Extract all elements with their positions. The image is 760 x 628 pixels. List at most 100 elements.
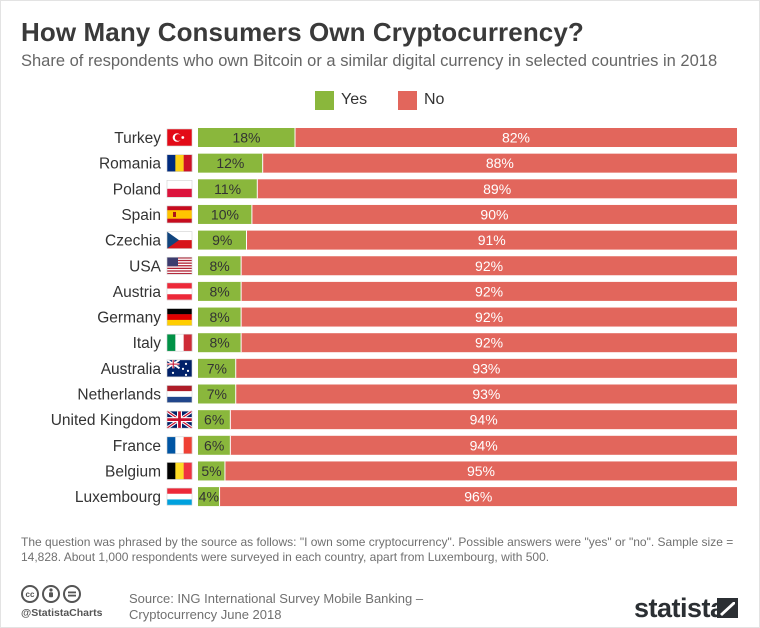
bar-yes-australia — [198, 358, 236, 378]
value-label-yes-france: 6% — [204, 437, 224, 453]
bar-yes-poland — [198, 179, 258, 199]
bar-yes-romania — [198, 153, 263, 173]
bar-no-france — [230, 435, 737, 455]
no-derivatives-icon — [63, 585, 81, 603]
legend-item-yes: Yes — [315, 89, 367, 111]
value-label-no-germany: 92% — [475, 309, 503, 325]
bar-yes-turkey — [198, 128, 296, 147]
bar-yes-usa — [198, 256, 242, 276]
flag-austria-icon — [166, 282, 193, 301]
statista-logo-icon — [717, 598, 738, 618]
category-label-austria: Austria — [113, 284, 162, 301]
value-label-yes-spain: 10% — [211, 206, 239, 222]
chart-subtitle: Share of respondents who own Bitcoin or … — [21, 52, 718, 70]
bar-no-united-kingdom — [230, 410, 737, 430]
footnote: The question was phrased by the source a… — [21, 535, 734, 564]
value-label-yes-italy: 8% — [209, 335, 229, 351]
flag-germany-icon — [166, 308, 193, 326]
chart-title: How Many Consumers Own Cryptocurrency? — [21, 17, 584, 47]
social-handle: @StatistaCharts — [21, 607, 103, 619]
bar-no-turkey — [295, 128, 737, 147]
value-label-no-turkey: 82% — [502, 130, 530, 146]
value-label-no-spain: 90% — [480, 206, 508, 222]
flag-usa-icon — [166, 256, 193, 275]
legend: Yes No — [0, 89, 760, 111]
category-label-australia: Australia — [101, 361, 162, 378]
source-text: Source: ING International Survey Mobile … — [129, 591, 424, 622]
attribution-icon — [42, 585, 60, 603]
category-label-belgium: Belgium — [105, 463, 161, 480]
flag-united-kingdom-icon — [166, 409, 193, 430]
value-label-no-united-kingdom: 94% — [470, 412, 498, 428]
flag-australia-icon — [166, 359, 193, 378]
value-label-yes-belgium: 5% — [201, 463, 221, 479]
license-icons: cc — [21, 585, 81, 603]
flag-turkey-icon — [166, 128, 193, 147]
value-label-no-czechia: 91% — [478, 232, 506, 248]
value-label-yes-austria: 8% — [209, 283, 229, 299]
bar-no-romania — [262, 153, 737, 173]
legend-label-yes: Yes — [341, 91, 368, 108]
flag-czechia-icon — [166, 231, 193, 249]
cc-icon: cc — [21, 585, 39, 603]
category-label-netherlands: Netherlands — [77, 387, 161, 404]
bar-yes-czechia — [198, 230, 247, 250]
bar-yes-italy — [198, 333, 242, 353]
category-label-luxembourg: Luxembourg — [75, 489, 161, 506]
category-label-usa: USA — [129, 258, 162, 275]
bar-yes-luxembourg — [198, 487, 220, 507]
value-label-yes-luxembourg: 4% — [199, 489, 219, 505]
bar-yes-united-kingdom — [198, 410, 231, 430]
flag-italy-icon — [166, 333, 193, 352]
flag-poland-icon — [166, 180, 193, 198]
category-label-germany: Germany — [97, 310, 161, 327]
category-label-france: France — [113, 438, 161, 455]
brand-logo-text: statista — [634, 593, 725, 623]
value-label-yes-united-kingdom: 6% — [204, 412, 224, 428]
bar-no-germany — [241, 307, 737, 327]
bar-no-italy — [241, 333, 737, 353]
bar-no-netherlands — [235, 384, 738, 404]
category-label-czechia: Czechia — [105, 233, 161, 250]
value-label-no-usa: 92% — [475, 258, 503, 274]
bar-yes-belgium — [198, 461, 225, 481]
flag-spain-icon — [166, 205, 193, 224]
legend-swatch-yes — [315, 90, 334, 110]
value-label-yes-poland: 11% — [214, 181, 241, 197]
value-label-yes-usa: 8% — [209, 258, 229, 274]
value-label-no-poland: 89% — [483, 181, 511, 197]
value-label-no-australia: 93% — [472, 360, 500, 376]
value-label-no-france: 94% — [470, 437, 498, 453]
bar-no-luxembourg — [219, 487, 737, 507]
legend-label-no: No — [424, 91, 445, 108]
value-label-yes-germany: 8% — [209, 309, 229, 325]
bar-no-poland — [257, 179, 737, 199]
category-label-italy: Italy — [133, 335, 162, 352]
category-label-turkey: Turkey — [114, 130, 161, 147]
category-label-united-kingdom: United Kingdom — [51, 412, 161, 429]
value-label-no-belgium: 95% — [467, 463, 495, 479]
value-label-yes-romania: 12% — [216, 155, 244, 171]
flag-romania-icon — [166, 154, 193, 172]
bar-yes-austria — [198, 281, 242, 301]
category-label-romania: Romania — [99, 156, 161, 173]
value-label-yes-netherlands: 7% — [207, 386, 227, 402]
bar-no-belgium — [224, 461, 737, 481]
value-label-no-italy: 92% — [475, 335, 503, 351]
flag-belgium-icon — [166, 462, 193, 480]
bar-no-usa — [241, 256, 737, 276]
category-label-spain: Spain — [121, 207, 161, 224]
value-label-yes-australia: 7% — [207, 360, 227, 376]
bar-yes-netherlands — [198, 384, 236, 404]
value-label-no-netherlands: 93% — [472, 386, 500, 402]
value-label-no-austria: 92% — [475, 283, 503, 299]
bar-no-austria — [241, 281, 737, 301]
flag-france-icon — [166, 436, 193, 455]
category-label-poland: Poland — [113, 181, 161, 198]
bar-no-czechia — [246, 230, 737, 250]
value-label-no-romania: 88% — [486, 155, 514, 171]
bar-no-australia — [235, 358, 738, 378]
bar-yes-germany — [198, 307, 242, 327]
bar-yes-france — [198, 435, 231, 455]
